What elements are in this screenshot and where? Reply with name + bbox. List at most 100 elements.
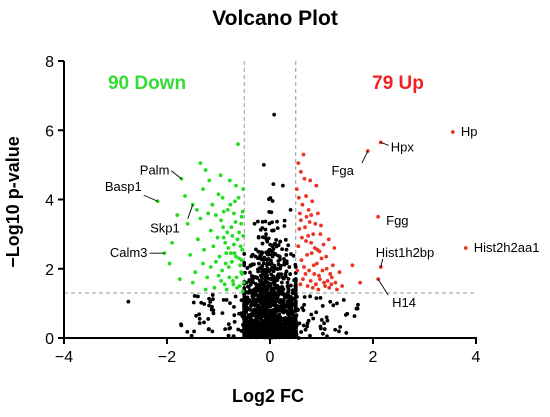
ns-point [356,302,360,307]
ns-point [256,249,261,254]
ns-point [237,311,242,316]
ns-point [267,210,272,214]
down-point [203,168,208,172]
ns-point [288,272,293,276]
ns-point [207,296,211,301]
ns-point [311,316,316,321]
ns-point [286,285,290,290]
ns-point [333,327,338,332]
down-point [207,178,212,183]
ns-point [282,307,287,311]
up-point [326,237,331,242]
ns-point [274,237,279,242]
ns-point [242,292,247,297]
ns-point [264,232,268,237]
ns-point [257,285,261,290]
up-point [298,282,303,287]
ns-point [287,301,291,306]
up-point [313,221,318,226]
down-point [190,202,195,207]
leader-line-fga [361,150,369,164]
ns-point [290,291,295,295]
down-point [229,259,234,264]
down-point [234,275,239,280]
ns-point [247,288,252,293]
ns-point [221,298,226,302]
ns-point [303,327,308,332]
ns-point [236,327,241,332]
down-point [221,235,226,240]
down-point [224,251,229,256]
down-point [208,228,213,233]
gene-label-skp1: Skp1 [150,221,180,236]
ns-point [266,301,271,305]
ns-point [197,316,202,321]
ns-point [278,298,283,302]
up-point [301,152,306,157]
ns-point [290,298,294,303]
up-point [311,232,316,237]
ns-point [344,331,349,335]
down-point [219,218,223,223]
down-point [231,278,235,283]
ns-point [250,274,254,278]
up-point [314,183,319,188]
up-point [303,225,307,230]
down-point [223,261,228,266]
ns-point [232,304,236,309]
ns-point [328,299,333,304]
ns-point [286,277,291,281]
ns-point [335,301,339,306]
down-point [223,240,228,245]
axes: −4 −2 0 2 4 0 2 4 6 8 [45,54,480,366]
ns-point [256,235,261,240]
ns-point [179,322,183,327]
up-point [304,194,308,198]
ns-point [202,320,206,325]
ns-point [228,301,232,306]
up-points [294,130,468,292]
up-point [296,195,301,200]
up-point [316,287,321,292]
down-point [202,247,206,252]
down-point [201,261,205,266]
ns-point [260,264,265,269]
ns-point [279,318,284,323]
ns-point [252,221,257,226]
ns-point [239,298,244,303]
up-point [319,223,323,228]
gene-label-h14: H14 [392,295,416,310]
gene-label-hpx: Hpx [391,139,415,154]
up-point [304,214,309,219]
ns-point [314,296,319,301]
up-point [313,282,318,287]
ns-point [322,321,326,326]
up-point [340,284,344,288]
down-point [235,237,240,242]
ns-point [275,219,279,224]
up-point [330,263,335,268]
ns-point [308,333,312,338]
ns-point [289,330,294,335]
ns-point [224,298,229,302]
ns-point [248,282,253,287]
ns-point [249,254,254,259]
down-point [198,161,203,166]
y-tick-label: 4 [45,193,54,210]
down-point [212,285,217,290]
up-point [315,211,320,216]
ns-point [273,328,278,333]
ns-point [275,285,280,290]
ns-point [297,321,302,326]
up-point [302,176,307,181]
label-leaders [143,141,389,296]
up-point [318,277,322,282]
down-point [239,221,244,226]
up-point [450,130,455,134]
ns-point [294,313,299,318]
down-point [208,265,213,269]
ns-point [248,263,253,268]
up-point [325,278,330,283]
down-point [233,199,237,204]
ns-point [293,291,298,296]
